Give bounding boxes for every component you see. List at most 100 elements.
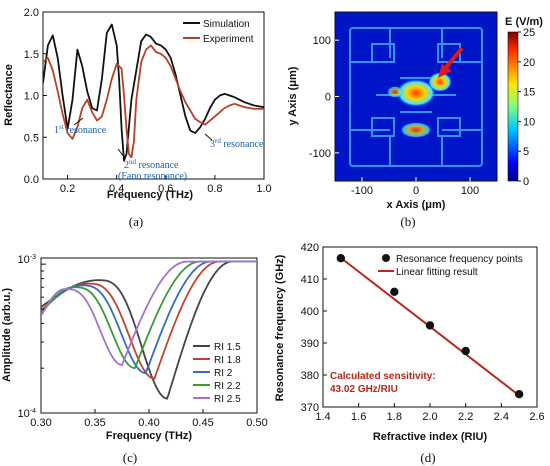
panel-a-curves [43,23,264,162]
panel-a-xlabel: Frequency (THz) [107,189,194,201]
x-tick-label: 0.6 [158,183,173,195]
data-point [461,346,470,356]
colorbar-tick-label: 10 [523,116,535,128]
panel-c-ytick-top: 10-3 [18,254,37,266]
annotation-arrow-3 [204,133,213,141]
y-tick-label: -100 [309,148,331,160]
panel-b-ylabel: y Axis (μm) [287,66,299,125]
colorbar [507,31,519,182]
x-tick-label: 2.0 [422,411,437,423]
legend-label: RI 1.8 [214,355,241,366]
panel-d-xlabel: Refractive index (RIU) [373,431,488,443]
data-point [514,390,524,399]
field-hotspot-lower [400,122,432,138]
data-point [390,287,399,296]
x-tick-label: 0.40 [138,417,159,429]
y-tick-label: 1.5 [24,49,39,61]
field-hotspot-center [396,79,436,107]
y-tick-label: 390 [301,338,319,350]
field-hotspot-right [428,72,452,92]
colorbar-tick-label: 5 [523,146,529,158]
panel-d-legend: Resonance frequency points Linear fittin… [378,254,523,278]
annotation-arrow-1 [73,117,84,126]
x-tick-label: 0.4 [109,183,124,195]
panel-a-annotations: 1st resonance 2nd resonance (Fano resona… [54,117,264,182]
series-line-experiment [43,44,264,159]
x-tick-label: 1.0 [256,183,271,195]
x-tick-label: 2.6 [529,411,544,423]
field-map-outer-ring [349,27,483,167]
colorbar-ticks: 25 20 15 10 5 0 [518,27,535,188]
colorbar-tick-label: 0 [523,176,529,188]
legend-label: RI 1.5 [214,342,241,353]
series-line-simulation [43,23,264,162]
panel-c-ticks: 0.30 0.35 0.40 0.45 0.50 [30,263,268,429]
data-point [336,254,346,263]
x-tick-label: 1.4 [315,411,330,423]
panel-b-xlabel: x Axis (μm) [387,199,446,211]
x-tick-label: 1.6 [351,411,366,423]
field-hotspot-left [387,86,403,98]
y-tick-label: 380 [301,370,319,382]
colorbar-tick-label: 15 [523,87,535,99]
y-tick-label: 1.0 [24,91,39,103]
panel-c-caption: (c) [123,450,137,465]
x-tick-label: 0.30 [30,417,51,429]
panel-a-ticks: 0.2 0.4 0.6 0.8 1.0 0.0 0.5 1.0 1.5 2.0 [24,7,272,195]
x-tick-label: 0.50 [246,417,267,429]
panel-d-sensitivity-chart: 1.4 1.6 1.8 2.0 2.2 2.4 2.6370380390400410420 … [274,242,545,465]
legend-swatch-resonance-points [382,254,390,262]
annotation-first-resonance: 1st resonance [54,123,107,136]
annotation-arrow-2 [117,148,126,159]
colorbar-tick-label: 20 [523,57,535,69]
annotation-second-resonance: 2nd resonance [124,158,179,171]
sensitivity-annotation-line1: Calculated sensitivity: [330,371,436,382]
annotation-third-resonance: 3rd resonance [210,137,264,150]
x-tick-label: 100 [461,185,479,197]
legend-label-simulation: Simulation [203,19,250,30]
y-tick-label: 0.5 [24,132,39,144]
y-tick-label: 100 [313,35,331,47]
panel-b-caption: (b) [400,214,415,229]
panel-d-caption: (d) [420,450,435,465]
panel-d-ticks: 1.4 1.6 1.8 2.0 2.2 2.4 2.6 370 380 390 400 410 420 [301,242,545,423]
panel-a-caption: (a) [129,214,143,229]
x-tick-label: 2.2 [458,411,473,423]
colorbar-tick-label: 25 [523,27,535,39]
x-tick-label: 0 [413,185,419,197]
annotation-fano-resonance: (Fano resonance) [118,171,187,182]
panel-c-legend: RI 1.5 RI 1.8 RI 2 RI 2.2 RI 2.5 [193,342,241,405]
panel-d-marks [336,254,524,399]
colorbar-title: E (V/m) [505,16,543,28]
y-tick-label: 420 [301,242,319,254]
field-arrow-head [438,64,452,78]
panel-b-ticks: -100 0 100 100 0 -100 [309,35,479,197]
panel-c-xlabel: Frequency (THz) [106,430,193,442]
x-tick-label: 1.8 [387,411,402,423]
y-tick-label: 370 [301,402,319,414]
y-tick-label: 0.0 [24,174,39,186]
y-tick-label: 410 [301,274,319,286]
panel-c-curves [41,260,257,400]
legend-label-resonance-points: Resonance frequency points [396,254,523,265]
x-tick-label: 0.45 [192,417,213,429]
legend-label: RI 2.5 [214,394,241,405]
y-tick-label: 2.0 [24,7,39,19]
panel-d-ylabel: Resonance frequency (GHz) [274,254,286,401]
x-tick-label: 0.35 [84,417,105,429]
field-map-hotspots [387,72,452,138]
field-arrow-shaft [442,46,464,72]
x-tick-label: 0.2 [60,183,75,195]
panel-a-ylabel: Reflectance [3,64,15,126]
x-tick-label: 2.4 [494,411,509,423]
legend-label: RI 2.2 [214,381,241,392]
data-point [425,321,435,330]
y-tick-label: 0 [325,92,331,104]
field-map-arrow [438,46,464,78]
panel-c-ylabel: Amplitude (arb.u.) [1,288,13,382]
x-tick-label: -100 [351,185,373,197]
y-tick-label: 400 [301,306,319,318]
panel-a-reflectance-chart: 0.2 0.4 0.6 0.8 1.0 0.0 0.5 1.0 1.5 2.0 Frequency… [3,7,272,229]
